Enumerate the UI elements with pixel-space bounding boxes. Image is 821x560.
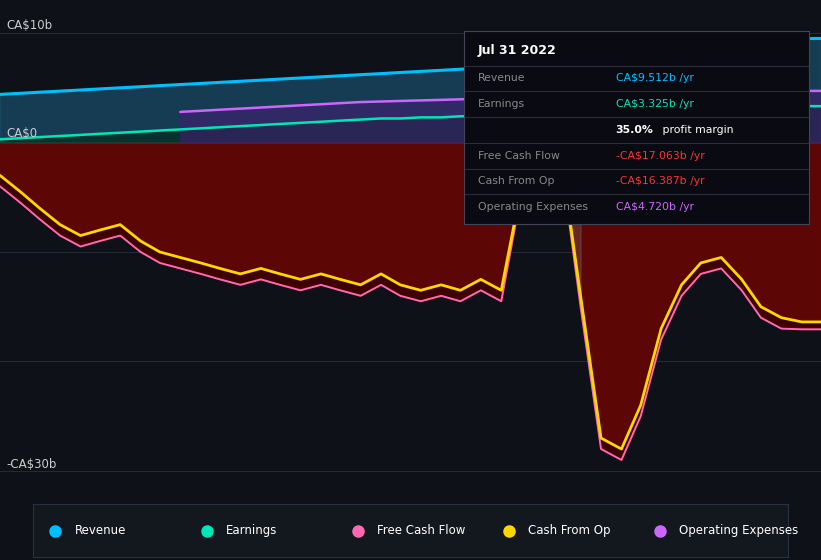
Text: Operating Expenses: Operating Expenses [679, 524, 798, 537]
Text: CA$9.512b /yr: CA$9.512b /yr [616, 73, 694, 83]
Text: Earnings: Earnings [226, 524, 277, 537]
Text: Operating Expenses: Operating Expenses [478, 202, 588, 212]
Text: profit margin: profit margin [658, 125, 733, 135]
Text: Cash From Op: Cash From Op [478, 176, 554, 186]
Text: CA$4.720b /yr: CA$4.720b /yr [616, 202, 694, 212]
Text: Jul 31 2022: Jul 31 2022 [478, 44, 557, 57]
Text: CA$3.325b /yr: CA$3.325b /yr [616, 99, 694, 109]
Text: Earnings: Earnings [478, 99, 525, 109]
Text: Revenue: Revenue [75, 524, 126, 537]
Text: Free Cash Flow: Free Cash Flow [478, 151, 560, 161]
Text: -CA$16.387b /yr: -CA$16.387b /yr [616, 176, 704, 186]
Text: Revenue: Revenue [478, 73, 525, 83]
Text: -CA$30b: -CA$30b [6, 458, 57, 471]
Text: CA$10b: CA$10b [6, 19, 53, 32]
Text: 35.0%: 35.0% [616, 125, 654, 135]
Text: Cash From Op: Cash From Op [528, 524, 610, 537]
Text: -CA$17.063b /yr: -CA$17.063b /yr [616, 151, 704, 161]
Text: CA$0: CA$0 [6, 127, 37, 141]
Text: Free Cash Flow: Free Cash Flow [377, 524, 465, 537]
